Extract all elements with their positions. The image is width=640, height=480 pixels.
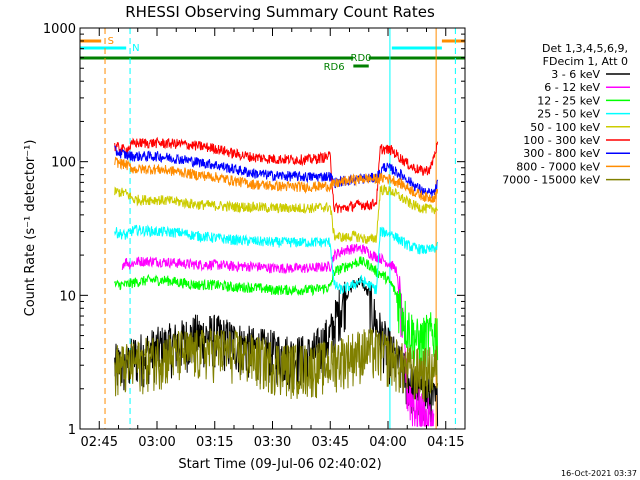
x-tick-label: 04:00 bbox=[369, 435, 406, 450]
legend-header-line-2: FDecim 1, Att 0 bbox=[543, 55, 628, 68]
x-tick-label: 03:15 bbox=[196, 435, 233, 450]
x-tick-label: 03:45 bbox=[312, 435, 349, 450]
series-trace bbox=[114, 156, 439, 204]
rd0-flag-label: RD0 bbox=[351, 53, 372, 64]
x-tick-label: 03:00 bbox=[138, 435, 175, 450]
flag-bars: S N RD0 RD6 bbox=[80, 36, 465, 73]
series-traces bbox=[114, 136, 439, 427]
legend-entry-label: 100 - 300 keV bbox=[523, 134, 600, 147]
series-trace bbox=[114, 327, 439, 403]
legend-entry-label: 6 - 12 keV bbox=[544, 81, 600, 94]
legend-entry-label: 50 - 100 keV bbox=[530, 121, 600, 134]
legend: Det 1,3,4,5,6,9, FDecim 1, Att 0 3 - 6 k… bbox=[502, 42, 630, 187]
x-axis: 02:45 03:00 03:15 03:30 03:45 04:00 04:15 bbox=[79, 28, 466, 450]
legend-entry-label: 25 - 50 keV bbox=[537, 108, 600, 121]
legend-entry-label: 300 - 800 keV bbox=[523, 147, 600, 160]
legend-header-line-1: Det 1,3,4,5,6,9, bbox=[542, 42, 628, 55]
legend-entry-label: 12 - 25 keV bbox=[537, 94, 600, 107]
night-flag-label: N bbox=[132, 43, 139, 54]
legend-entry-label: 800 - 7000 keV bbox=[516, 160, 600, 173]
x-tick-label: 04:15 bbox=[427, 435, 464, 450]
y-axis-label: Count Rate (s⁻¹ detector⁻¹) bbox=[23, 140, 38, 317]
legend-entry-label: 7000 - 15000 keV bbox=[502, 174, 600, 187]
chart-title: RHESSI Observing Summary Count Rates bbox=[125, 3, 435, 21]
series-trace bbox=[114, 256, 439, 369]
series-trace bbox=[114, 184, 439, 244]
y-tick-label: 10 bbox=[59, 289, 76, 304]
series-trace bbox=[121, 243, 435, 427]
x-axis-label: Start Time (09-Jul-06 02:40:02) bbox=[178, 457, 381, 472]
generation-timestamp: 16-Oct-2021 03:37 bbox=[561, 469, 637, 478]
series-trace bbox=[114, 145, 439, 199]
x-tick-label: 02:45 bbox=[81, 435, 118, 450]
saa-flag-label: S bbox=[108, 36, 114, 47]
y-tick-label: 1000 bbox=[43, 22, 76, 37]
y-tick-label: 100 bbox=[51, 156, 76, 171]
series-trace bbox=[114, 224, 439, 295]
legend-entry-label: 3 - 6 keV bbox=[551, 68, 600, 81]
series-trace bbox=[114, 136, 439, 214]
y-axis: 1 10 100 1000 bbox=[43, 22, 465, 438]
y-tick-label: 1 bbox=[68, 423, 76, 438]
rd6-flag-label: RD6 bbox=[324, 62, 345, 73]
x-tick-label: 03:30 bbox=[254, 435, 291, 450]
